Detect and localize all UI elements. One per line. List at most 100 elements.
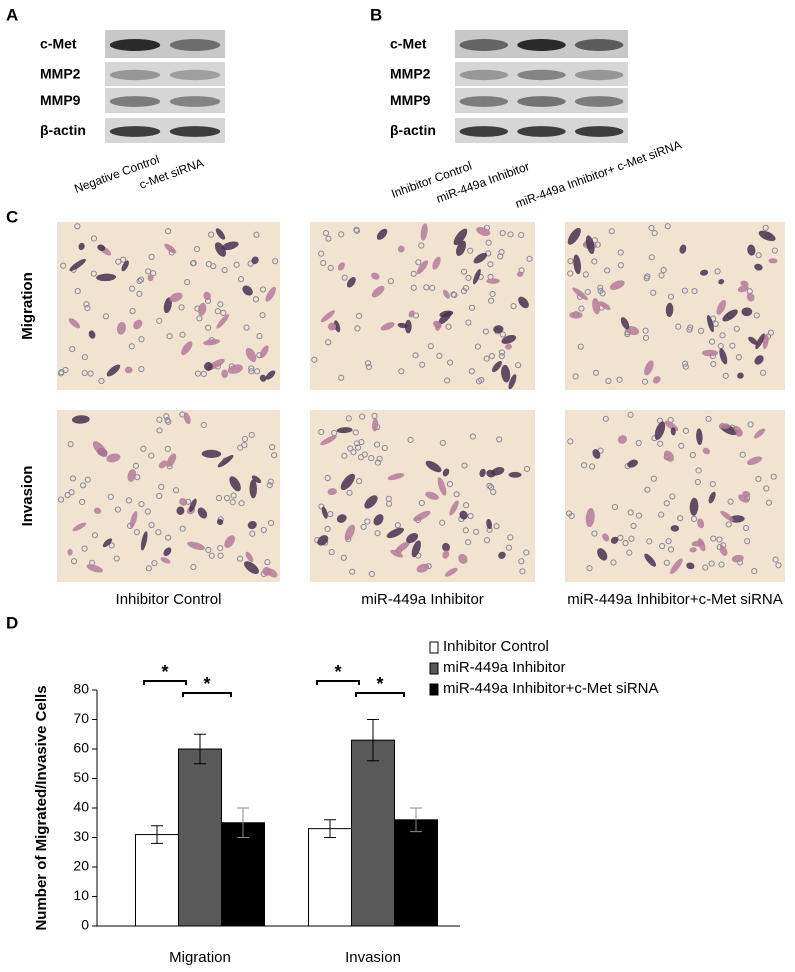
pore [128,285,136,292]
x-tick-label: Invasion [345,949,401,966]
pore [499,230,506,237]
pore [697,327,705,334]
cell [432,256,441,270]
cell [741,307,753,317]
pore [407,436,414,443]
pore [272,258,279,265]
pore [248,368,255,375]
pore [256,333,263,340]
cell [215,228,226,240]
x-tick-label: Migration [169,949,231,966]
cell [249,479,258,499]
cell [456,240,467,257]
cell [610,536,619,544]
pore [772,556,779,563]
cell [397,245,405,253]
pore [678,442,685,449]
blot-band [517,39,566,51]
cell [719,545,728,556]
cell [585,508,595,528]
error-bar [194,733,206,765]
pore [158,483,165,490]
pore [446,359,454,366]
pore [475,378,483,385]
error-bar [367,719,379,762]
pore [83,301,90,308]
cell [670,558,683,574]
pore [84,476,91,483]
pore [658,511,665,518]
cell [598,301,611,310]
pore [667,293,675,300]
blot-band [109,126,161,137]
pore [125,497,133,504]
cell [163,297,172,314]
pore [474,343,482,350]
cell [731,554,744,563]
cell [444,567,458,577]
pore [490,488,497,495]
cell [754,355,764,365]
pore [650,289,657,296]
significance: * [203,674,210,694]
pore [156,492,163,500]
pore [682,427,689,434]
cell [716,300,726,315]
pore [716,536,723,543]
column-label: miR-449a Inhibitor+c-Met siRNA [567,591,783,608]
pore [427,343,434,350]
pore [151,560,158,567]
blot-band [517,69,566,81]
pore [128,343,135,350]
cell [718,279,725,285]
cell [504,343,512,350]
pore [485,239,492,246]
cell [259,374,267,382]
pore [702,564,709,571]
pore [248,431,255,439]
pore [387,278,394,285]
blot-band [109,96,161,107]
cell [453,228,468,246]
cell [320,435,337,446]
cell [740,280,749,287]
cell [762,334,769,350]
cell [742,490,751,497]
cell [404,319,412,334]
pore [642,327,649,334]
pore [643,275,650,282]
pore [223,495,231,502]
pore [617,249,624,256]
pore [771,247,778,254]
cell [406,532,419,544]
cell [476,226,491,237]
blot-band [169,69,221,81]
cell [627,459,638,468]
pore [418,242,425,249]
pore [398,368,405,375]
cell [333,320,341,333]
pore [644,486,651,493]
significance: * [376,674,383,694]
pore [709,481,716,488]
cell [722,309,738,322]
pore [578,305,585,312]
legend-swatch [429,683,439,696]
blot-band [574,39,624,51]
pore [591,258,598,265]
cell [106,364,121,377]
cell [72,522,87,532]
pore [145,565,152,572]
pore [354,325,361,332]
pore [253,231,260,238]
pore [166,333,173,340]
cell [416,260,429,275]
y-tick-label: 20 [73,858,89,874]
cell [140,531,148,551]
pore [346,489,353,496]
cell [411,540,421,558]
pore [739,451,746,458]
pore [568,512,575,520]
pore [725,521,732,528]
cell [227,364,243,374]
